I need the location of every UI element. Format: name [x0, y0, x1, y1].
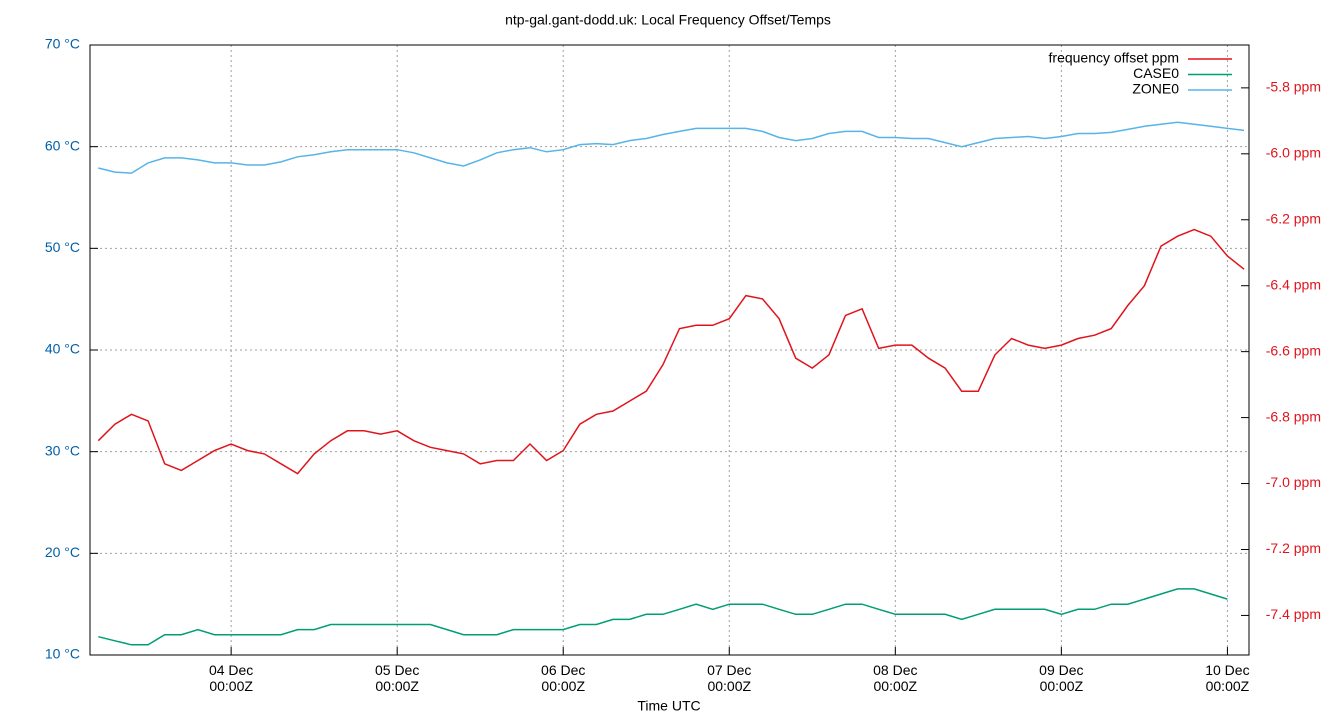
chart-title: ntp-gal.gant-dodd.uk: Local Frequency Of… [505, 12, 831, 28]
y2-tick-label: -6.4 ppm [1266, 276, 1321, 292]
y-tick-label: 10 °C [45, 646, 80, 662]
x-axis-label: Time UTC [637, 698, 700, 714]
x-tick-label: 05 Dec 00:00Z [374, 662, 420, 694]
legend-label: CASE0 [1133, 65, 1179, 81]
legend-label: frequency offset ppm [1049, 50, 1179, 66]
y-tick-label: 40 °C [45, 341, 80, 357]
plot-frame [89, 44, 1250, 656]
y2-tick-label: -6.8 ppm [1266, 408, 1321, 424]
y2-tick-label: -6.2 ppm [1266, 210, 1321, 226]
y2-tick-label: -6.0 ppm [1266, 145, 1321, 161]
series-line [97, 228, 1245, 475]
y2-tick-label: -7.0 ppm [1266, 474, 1321, 490]
legend-label: ZONE0 [1132, 81, 1179, 97]
x-tick-label: 08 Dec 00:00Z [873, 662, 918, 694]
series-line [98, 121, 1245, 174]
x-tick-label: 09 Dec 00:00Z [1039, 662, 1084, 694]
y-tick-label: 50 °C [45, 239, 80, 255]
x-tick-label: 10 Dec 00:00Z [1205, 662, 1250, 694]
y2-tick-label: -5.8 ppm [1266, 79, 1321, 95]
x-tick-label: 07 Dec 00:00Z [707, 662, 752, 694]
y-tick-label: 20 °C [45, 544, 80, 560]
y-tick-label: 60 °C [45, 137, 80, 153]
y2-tick-label: -6.6 ppm [1266, 342, 1321, 358]
y2-tick-label: -7.4 ppm [1266, 606, 1321, 622]
series-line [98, 588, 1228, 646]
x-tick-label: 04 Dec 00:00Z [208, 662, 254, 694]
y-tick-label: 30 °C [45, 442, 80, 458]
x-tick-label: 06 Dec 00:00Z [541, 662, 586, 694]
y-tick-label: 70 °C [45, 36, 80, 52]
y2-tick-label: -7.2 ppm [1266, 540, 1321, 556]
